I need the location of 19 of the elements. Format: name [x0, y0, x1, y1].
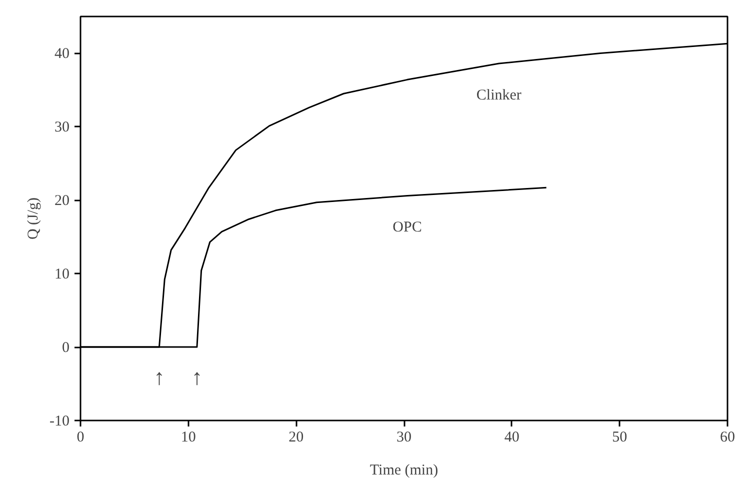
y-tick-label: 30: [54, 120, 70, 136]
x-tick-label: 30: [396, 430, 412, 446]
x-tick-label: 50: [612, 430, 628, 446]
y-tick-label: -10: [50, 414, 70, 430]
x-tick-label: 40: [504, 430, 520, 446]
y-tick-label: 10: [54, 266, 70, 283]
x-tick-label: 10: [180, 430, 196, 446]
annotation: ↑: [191, 364, 202, 390]
x-tick-label: 0: [76, 430, 84, 446]
series-label: OPC: [392, 220, 422, 236]
annotation: ↑: [154, 364, 165, 390]
series-label: Clinker: [476, 88, 522, 104]
x-tick-label: 20: [288, 430, 304, 446]
y-axis-title: Q (J/g): [26, 197, 42, 240]
x-axis-title: Time (min): [370, 462, 438, 478]
y-tick-label: 40: [54, 46, 70, 62]
y-tick-label: 20: [54, 193, 70, 210]
y-tick-label: 0: [62, 340, 70, 356]
x-tick-label: 60: [720, 430, 735, 446]
